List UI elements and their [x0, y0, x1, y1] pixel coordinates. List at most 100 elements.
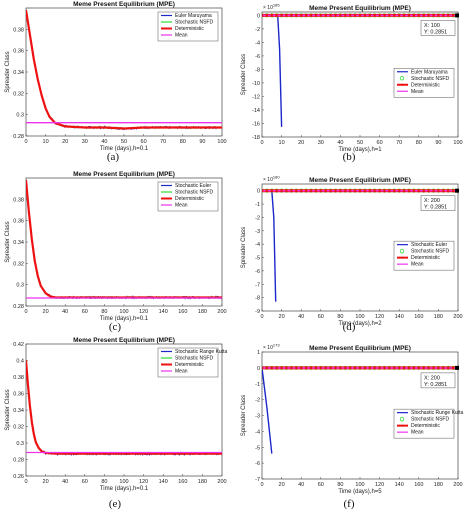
x-axis-label: Time (days),h=5 [338, 489, 382, 495]
legend-box [157, 347, 219, 378]
x-tick-label: 70 [160, 139, 166, 145]
x-axis-label: Time (days),h=0.1 [100, 146, 149, 152]
legend-box [393, 408, 455, 439]
x-tick-label: 30 [82, 139, 88, 145]
series-marker [339, 189, 342, 192]
y-tick-label: -3 [255, 414, 260, 420]
series-marker [300, 366, 303, 369]
series-marker [354, 366, 357, 369]
legend-label: Stochastic Range Kutta [175, 349, 227, 355]
legend-box [393, 240, 455, 271]
y-tick-label: 0.38 [13, 197, 24, 203]
series-marker [452, 14, 455, 17]
series-marker [407, 189, 411, 192]
datatip-point[interactable] [455, 365, 459, 370]
series-marker [447, 14, 450, 17]
x-tick-label: 20 [62, 139, 68, 145]
series-marker [344, 189, 347, 192]
y-tick-label: 0.32 [13, 425, 24, 431]
series-marker [452, 366, 455, 369]
legend-label: Euler Maruyama [411, 69, 448, 75]
y-axis-label: Spreader Class [241, 54, 247, 95]
datatip-point[interactable] [455, 188, 459, 193]
chart-panel-a: Meme Present Equilibrium (MPE) 0 10 20 30 40 5… [5, 1, 227, 163]
series-deterministic [26, 360, 222, 455]
series-marker [329, 189, 332, 192]
series-marker [432, 14, 435, 17]
chart-title: Meme Present Equilibrium (MPE) [309, 177, 411, 184]
chart-title: Meme Present Equilibrium (MPE) [73, 1, 175, 8]
series-marker [329, 366, 332, 369]
series-marker [309, 366, 313, 369]
series-marker [358, 366, 362, 369]
x-tick-label: 200 [217, 479, 226, 485]
series-marker [412, 189, 415, 192]
panel-caption: (c) [109, 321, 122, 333]
series-marker [285, 14, 288, 17]
x-tick-label: 140 [159, 309, 168, 315]
legend-label: Euler Maruyama [175, 13, 212, 19]
y-tick-label: 0.42 [13, 342, 24, 348]
deterministic-markers [262, 189, 458, 192]
series-marker [447, 366, 450, 369]
x-tick-label: 40 [298, 314, 304, 320]
series-marker [442, 14, 445, 17]
series-marker [412, 14, 415, 17]
series-marker [403, 366, 406, 369]
legend-label: Stochastic NSFD [175, 356, 213, 362]
y-tick-label: -6 [255, 54, 260, 60]
panel-caption: (a) [107, 151, 120, 163]
series-marker [300, 14, 303, 17]
series-marker [339, 366, 342, 369]
x-tick-label: 100 [119, 309, 128, 315]
x-tick-label: 60 [318, 314, 324, 320]
series-marker [280, 366, 283, 369]
series-marker [393, 14, 396, 17]
series-group [262, 13, 458, 127]
series-marker [314, 189, 317, 192]
series-marker [262, 14, 264, 17]
series-marker [412, 366, 415, 369]
x-tick-label: 80 [101, 479, 107, 485]
series-marker [437, 366, 440, 369]
series-marker [334, 14, 337, 17]
series-marker [447, 189, 450, 192]
x-tick-label: 50 [357, 140, 363, 146]
series-marker [368, 366, 371, 369]
series-marker [305, 14, 308, 17]
x-axis-label: Time (days),h=0.1 [100, 316, 149, 322]
series-marker [314, 14, 317, 17]
series-marker [319, 366, 322, 369]
series-marker [349, 366, 352, 369]
x-tick-label: 80 [337, 314, 343, 320]
datatip-box [420, 20, 456, 36]
legend-label: Mean [411, 262, 424, 268]
series-marker [358, 189, 362, 192]
legend-swatch-marker [401, 256, 404, 259]
chart-panel-d: Meme Present Equilibrium (MPE) 0 20 40 60 80 1… [241, 175, 463, 334]
series-deterministic [26, 9, 222, 130]
y-tick-label: 0.3 [16, 283, 24, 289]
series-marker [388, 366, 391, 369]
legend-label: Stochastic NSFD [175, 190, 213, 196]
datatip-point[interactable] [455, 13, 459, 18]
series-marker [363, 14, 366, 17]
chart-title: Meme Present Equilibrium (MPE) [73, 171, 175, 178]
chart-panel-e: Meme Present Equilibrium (MPE) 0 20 40 60 80 1… [5, 337, 227, 510]
series-marker [437, 189, 440, 192]
y-tick-label: 0.28 [13, 458, 24, 464]
x-tick-label: 200 [217, 309, 226, 315]
legend-swatch-marker [401, 83, 404, 86]
series-marker [378, 14, 381, 17]
x-tick-label: 160 [414, 482, 423, 488]
series-marker [368, 14, 371, 17]
legend-label: Stochastic NSFD [411, 76, 449, 82]
axis-exponent-power: 185 [273, 3, 280, 8]
y-tick-label: 0.36 [13, 219, 24, 225]
series-marker [393, 189, 396, 192]
series-marker [422, 14, 425, 17]
y-tick-label: 0.3 [16, 113, 24, 119]
series-marker [319, 14, 322, 17]
